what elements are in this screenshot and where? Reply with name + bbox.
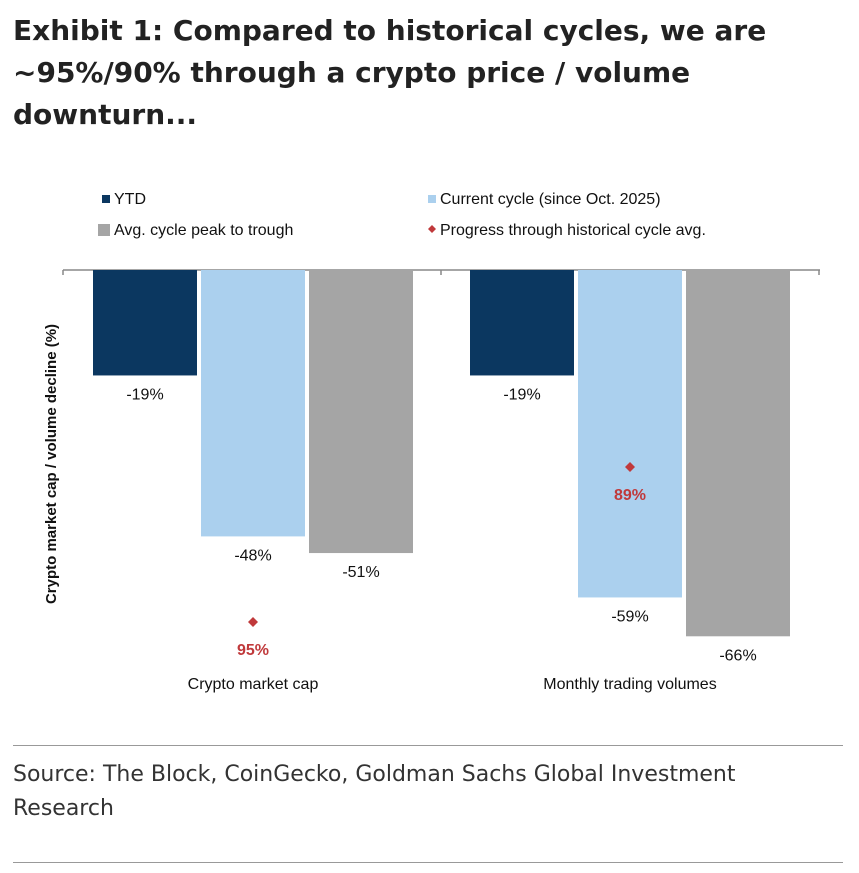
category-label: Crypto market cap <box>188 676 319 693</box>
divider-bottom <box>13 862 843 863</box>
progress-label: 95% <box>237 642 269 659</box>
data-label: -66% <box>719 647 756 664</box>
bar <box>470 270 574 376</box>
data-label: -19% <box>126 386 163 403</box>
legend-label: Progress through historical cycle avg. <box>440 222 706 239</box>
legend-label: Avg. cycle peak to trough <box>114 222 293 239</box>
legend-label: Current cycle (since Oct. 2025) <box>440 191 661 208</box>
progress-marker <box>248 617 258 627</box>
legend-marker <box>428 225 436 233</box>
legend-swatch <box>428 195 436 203</box>
bar <box>686 270 790 637</box>
legend-label: YTD <box>114 191 146 208</box>
bar <box>201 270 305 537</box>
progress-label: 89% <box>614 487 646 504</box>
bar <box>93 270 197 376</box>
chart-title: Exhibit 1: Compared to historical cycles… <box>13 14 767 131</box>
bar <box>309 270 413 554</box>
category-label: Monthly trading volumes <box>543 676 716 693</box>
legend-swatch <box>102 195 110 203</box>
data-label: -51% <box>342 564 379 581</box>
divider-top <box>13 745 843 746</box>
data-label: -59% <box>611 608 648 625</box>
bar <box>578 270 682 598</box>
data-label: -19% <box>503 386 540 403</box>
legend-swatch <box>98 224 110 236</box>
y-axis-label: Crypto market cap / volume decline (%) <box>43 324 60 604</box>
source-note: Source: The Block, CoinGecko, Goldman Sa… <box>13 762 736 821</box>
progress-marker <box>625 462 635 472</box>
data-label: -48% <box>234 547 271 564</box>
bar-chart: YTD Current cycle (since Oct. 2025) Avg. c… <box>43 191 820 693</box>
